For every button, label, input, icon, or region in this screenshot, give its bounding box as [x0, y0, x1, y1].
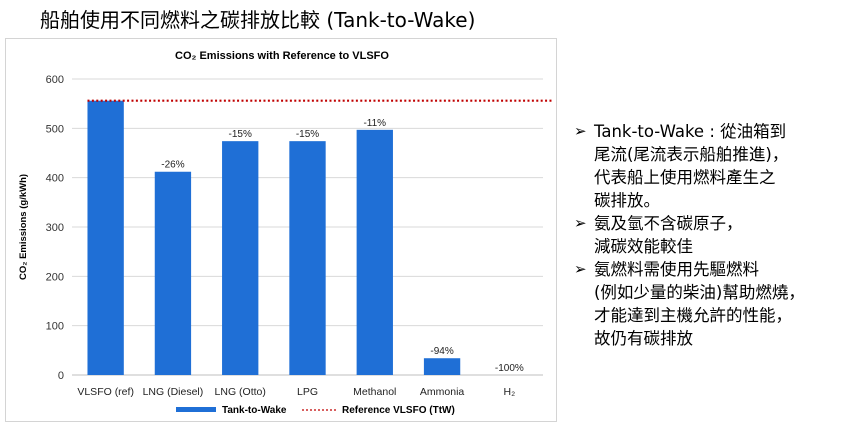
arrow-bullet-icon: ➢ [574, 214, 587, 232]
legend-swatch-tank-to-wake [176, 407, 216, 412]
x-tick-label: Methanol [353, 386, 396, 398]
y-tick-label: 0 [58, 370, 64, 382]
arrow-bullet-icon: ➢ [574, 260, 587, 278]
bullet-text: 氨及氫不含碳原子， 減碳效能較佳 [594, 214, 743, 256]
arrow-bullet-icon: ➢ [574, 122, 587, 140]
bullet-item-pilot-fuel: ➢ 氨燃料需使用先驅燃料 (例如少量的柴油)幫助燃燒， 才能達到主機允許的性能，… [574, 258, 864, 350]
x-tick-label: Ammonia [420, 386, 465, 398]
y-tick-label: 500 [46, 123, 64, 135]
bar-data-label: -100% [495, 363, 524, 374]
bar-data-label: -15% [229, 129, 252, 140]
bullet-item-tank-to-wake: ➢ Tank-to-Wake : 從油箱到 尾流(尾流表示船舶推進)， 代表船上… [574, 120, 864, 212]
chart-frame: CO₂ Emissions with Reference to VLSFO 0 10… [5, 38, 557, 422]
y-tick-label: 600 [46, 74, 64, 86]
y-tick-label: 300 [46, 222, 64, 234]
legend-label-reference: Reference VLSFO (TtW) [342, 405, 455, 416]
slide-title: 船舶使用不同燃料之碳排放比較 (Tank-to-Wake) [40, 8, 476, 32]
bullet-text: Tank-to-Wake : 從油箱到 尾流(尾流表示船舶推進)， 代表船上使用… [594, 122, 789, 210]
bar [289, 141, 326, 375]
y-axis-label: CO₂ Emissions (g/kWh) [18, 174, 29, 280]
bar [356, 129, 393, 375]
bullet-list: ➢ Tank-to-Wake : 從油箱到 尾流(尾流表示船舶推進)， 代表船上… [574, 120, 864, 350]
legend-label-tank-to-wake: Tank-to-Wake [222, 405, 287, 416]
bar [154, 171, 192, 375]
bar-data-label: -11% [363, 118, 386, 129]
x-tick-label: LPG [297, 386, 318, 398]
bar [423, 358, 461, 375]
bar-data-label: -15% [296, 129, 319, 140]
x-tick-label: H₂ [504, 386, 516, 398]
bar [87, 100, 124, 375]
x-tick-label: VLSFO (ref) [77, 386, 134, 398]
y-tick-label: 100 [46, 321, 64, 333]
bar-data-label: -94% [430, 346, 453, 357]
x-tick-label: LNG (Otto) [215, 386, 266, 398]
bullet-item-ammonia-hydrogen: ➢ 氨及氫不含碳原子， 減碳效能較佳 [574, 212, 864, 258]
x-tick-label: LNG (Diesel) [143, 386, 204, 398]
co2-emissions-chart: CO₂ Emissions with Reference to VLSFO 0 10… [18, 50, 552, 416]
bullet-text: 氨燃料需使用先驅燃料 (例如少量的柴油)幫助燃燒， 才能達到主機允許的性能， 故… [594, 260, 805, 348]
bar-data-label: -26% [161, 160, 184, 171]
chart-title: CO₂ Emissions with Reference to VLSFO [175, 50, 389, 62]
y-tick-label: 400 [46, 173, 64, 185]
bar [222, 141, 259, 375]
y-tick-label: 200 [46, 271, 64, 283]
